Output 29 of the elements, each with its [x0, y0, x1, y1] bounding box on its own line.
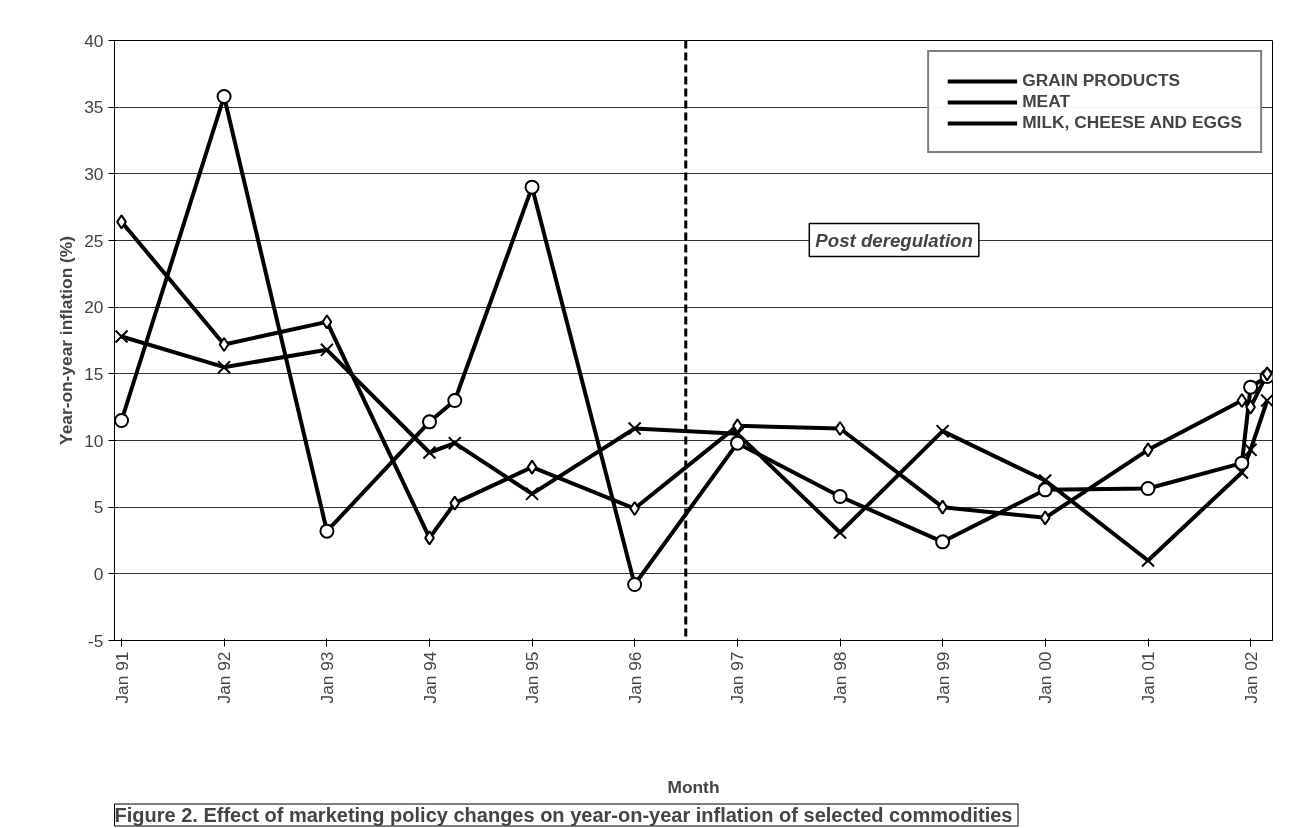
x-tick-label: Jan 92: [214, 651, 235, 704]
y-tick-label: 15: [84, 363, 104, 384]
x-tick-label: Jan 98: [830, 651, 851, 704]
legend-label: GRAIN PRODUCTS: [1022, 70, 1181, 91]
legend-label: MEAT: [1022, 91, 1070, 112]
y-tick-label: 40: [84, 30, 104, 51]
x-tick-label: Jan 91: [111, 651, 132, 704]
x-tick-label: Jan 93: [316, 651, 337, 704]
x-tick-label: Jan 02: [1240, 651, 1261, 704]
y-tick-label: 30: [84, 163, 104, 184]
x-tick-label: Jan 96: [624, 651, 645, 704]
x-tick-label: Jan 00: [1035, 651, 1056, 704]
legend-label: MILK, CHEESE AND EGGS: [1022, 112, 1242, 133]
text: Figure 2. Effect of marketing policy changes on year-on-year inflation of selected commodities: [114, 804, 1013, 826]
y-tick-label: 5: [93, 497, 104, 518]
x-axis-title: Month: [667, 776, 720, 797]
x-tick-label: Jan 01: [1138, 651, 1159, 704]
x-tick-label: Jan 95: [522, 651, 543, 704]
x-tick-label: Jan 99: [932, 651, 953, 704]
y-axis-title: Year-on-year inflation (%): [56, 236, 77, 445]
y-tick-label: 35: [84, 97, 104, 118]
y-tick-label: 20: [84, 297, 104, 318]
x-tick-label: Jan 97: [727, 651, 748, 704]
y-tick-label: 25: [84, 230, 104, 251]
x-tick-label: Jan 94: [419, 651, 440, 704]
y-tick-label: 0: [93, 563, 104, 584]
y-tick-label: -5: [88, 630, 104, 651]
annotation: Post deregulation: [815, 229, 973, 251]
y-tick-label: 10: [84, 430, 104, 451]
